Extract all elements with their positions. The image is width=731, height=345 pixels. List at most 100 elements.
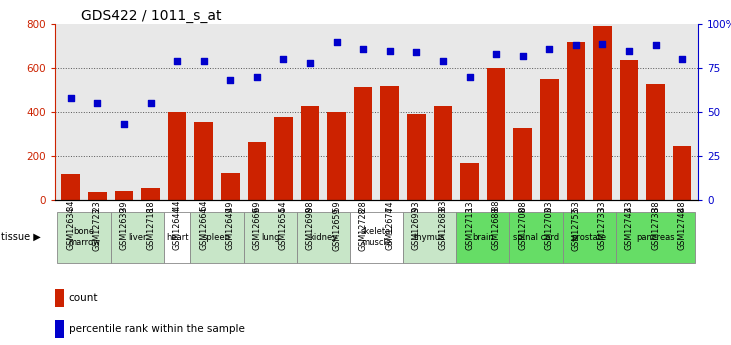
Text: GSM12693: GSM12693	[412, 207, 421, 250]
Bar	[513, 128, 532, 200]
Text: kidney: kidney	[309, 233, 338, 242]
Text: GSM12748: GSM12748	[678, 207, 686, 250]
Point	[278, 57, 289, 62]
Text: GSM12644: GSM12644	[173, 207, 181, 250]
Text: GSM12703: GSM12703	[545, 207, 554, 250]
Point	[570, 42, 582, 48]
Text: skeletal
muscle: skeletal muscle	[360, 227, 393, 247]
Bar	[141, 188, 160, 200]
Point	[304, 60, 316, 66]
Bar	[221, 172, 240, 200]
Point	[650, 42, 662, 48]
Text: GSM12659: GSM12659	[332, 207, 341, 250]
Text: GSM12649: GSM12649	[226, 207, 235, 250]
Text: spleen: spleen	[203, 233, 231, 242]
Bar	[168, 112, 186, 200]
Point	[118, 122, 130, 127]
FancyBboxPatch shape	[164, 211, 190, 263]
Bar	[300, 106, 319, 200]
Bar	[433, 106, 452, 200]
Point	[596, 41, 608, 46]
Text: tissue ▶: tissue ▶	[1, 232, 41, 242]
Text: GSM12733: GSM12733	[598, 207, 607, 250]
Text: lung: lung	[261, 233, 279, 242]
Text: brain: brain	[472, 233, 493, 242]
Bar	[354, 87, 373, 200]
FancyBboxPatch shape	[510, 211, 563, 263]
Text: spinal cord: spinal cord	[513, 233, 559, 242]
Text: GSM12688: GSM12688	[491, 207, 501, 250]
Point	[437, 58, 449, 64]
Point	[330, 39, 342, 45]
Point	[145, 101, 156, 106]
Text: heart: heart	[166, 233, 189, 242]
Text: GSM12674: GSM12674	[385, 207, 394, 250]
Bar	[593, 26, 612, 200]
Bar	[673, 146, 692, 200]
Text: GSM12634: GSM12634	[67, 207, 75, 250]
FancyBboxPatch shape	[58, 211, 110, 263]
Bar	[540, 79, 558, 200]
Text: GSM12669: GSM12669	[252, 207, 262, 250]
Bar	[327, 112, 346, 200]
Bar	[380, 86, 399, 200]
FancyBboxPatch shape	[616, 211, 695, 263]
Bar	[115, 191, 133, 200]
Bar	[61, 174, 80, 200]
Point	[384, 48, 395, 53]
Text: GSM12639: GSM12639	[119, 207, 129, 250]
Point	[676, 57, 688, 62]
Bar	[274, 117, 292, 200]
FancyBboxPatch shape	[403, 211, 456, 263]
Text: GSM12664: GSM12664	[199, 207, 208, 250]
Text: GSM12728: GSM12728	[359, 207, 368, 250]
Text: pancreas: pancreas	[636, 233, 675, 242]
Text: GSM12738: GSM12738	[651, 207, 660, 250]
Point	[65, 95, 77, 101]
Text: GSM12753: GSM12753	[572, 207, 580, 250]
Text: GDS422 / 1011_s_at: GDS422 / 1011_s_at	[80, 9, 221, 23]
Point	[198, 58, 210, 64]
FancyBboxPatch shape	[190, 211, 243, 263]
Point	[491, 51, 502, 57]
Point	[463, 74, 475, 80]
Bar	[620, 60, 638, 200]
Text: GSM12683: GSM12683	[439, 207, 447, 250]
Text: GSM12718: GSM12718	[146, 207, 155, 250]
Bar	[194, 122, 213, 200]
Bar	[567, 42, 585, 200]
Point	[91, 101, 103, 106]
FancyBboxPatch shape	[456, 211, 510, 263]
Text: prostate: prostate	[572, 233, 607, 242]
Bar	[487, 68, 505, 200]
Bar	[461, 163, 479, 200]
FancyBboxPatch shape	[350, 211, 403, 263]
Text: liver: liver	[128, 233, 146, 242]
FancyBboxPatch shape	[297, 211, 350, 263]
Text: count: count	[69, 293, 98, 303]
Point	[171, 58, 183, 64]
Text: GSM12654: GSM12654	[279, 207, 288, 250]
Bar	[55, 320, 64, 338]
Bar	[248, 142, 266, 200]
Point	[543, 46, 555, 51]
FancyBboxPatch shape	[110, 211, 164, 263]
Bar	[407, 114, 425, 200]
Text: GSM12708: GSM12708	[518, 207, 527, 250]
FancyBboxPatch shape	[563, 211, 616, 263]
Point	[411, 50, 423, 55]
Text: GSM12698: GSM12698	[306, 207, 314, 250]
FancyBboxPatch shape	[243, 211, 297, 263]
Text: bone
marrow: bone marrow	[68, 227, 100, 247]
Point	[623, 48, 635, 53]
Text: percentile rank within the sample: percentile rank within the sample	[69, 324, 245, 334]
Bar	[646, 83, 665, 200]
Text: GSM12723: GSM12723	[93, 207, 102, 250]
Text: GSM12743: GSM12743	[624, 207, 634, 250]
Point	[251, 74, 262, 80]
Point	[517, 53, 529, 59]
Point	[357, 46, 369, 51]
Bar	[55, 289, 64, 307]
Bar	[88, 193, 107, 200]
Text: GSM12713: GSM12713	[465, 207, 474, 250]
